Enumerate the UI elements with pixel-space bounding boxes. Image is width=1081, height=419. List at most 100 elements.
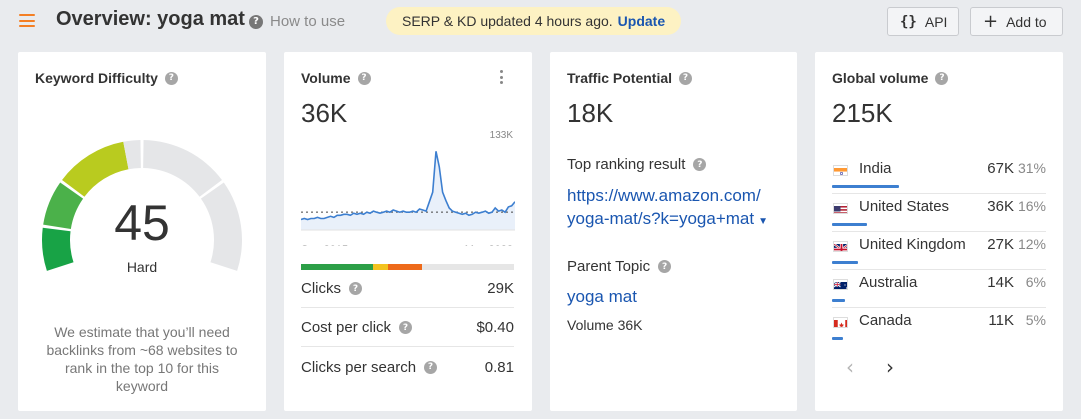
volume-value: 36K <box>301 98 348 128</box>
global-volume-value: 215K <box>832 98 893 128</box>
api-button[interactable]: {} API <box>887 7 959 36</box>
code-braces-icon: {} <box>900 13 917 30</box>
help-icon[interactable]: ? <box>693 158 707 171</box>
clicks-row: Clicks? 29K <box>301 270 514 308</box>
country-name: United Kingdom <box>859 236 966 253</box>
traffic-potential-title: Traffic Potential ? <box>567 70 693 86</box>
gauge-segment-1 <box>42 227 74 271</box>
chevron-right-icon[interactable]: › <box>886 355 894 379</box>
parent-topic-volume: Volume 36K <box>567 317 643 333</box>
clicks-value: 29K <box>487 280 514 297</box>
country-name: Canada <box>859 312 912 329</box>
country-row-united-states[interactable]: United States 36K 16% <box>832 194 1046 232</box>
help-icon[interactable]: ? <box>349 282 362 295</box>
canada-flag-icon <box>833 317 848 328</box>
clicks-per-search-row: Clicks per search? 0.81 <box>301 348 514 386</box>
chart-max-label: 133K <box>490 130 514 141</box>
traffic-potential-value: 18K <box>567 98 614 128</box>
top-ranking-result-link[interactable]: https://www.amazon.com/ yoga-mat/s?k=yog… <box>567 184 792 233</box>
chart-end-label: May 2023 <box>465 244 513 246</box>
country-share-bar <box>832 337 843 340</box>
country-row-australia[interactable]: Australia 14K 6% <box>832 270 1046 308</box>
clicks-per-search-label: Clicks per search <box>301 358 417 376</box>
us-flag-icon <box>833 203 848 214</box>
country-row-united-kingdom[interactable]: United Kingdom 27K 12% <box>832 232 1046 270</box>
parent-topic-link[interactable]: yoga mat <box>567 287 637 306</box>
update-link[interactable]: Update <box>617 13 666 29</box>
country-volume: 11K <box>988 312 1014 329</box>
clicks-distribution-bar <box>301 264 514 270</box>
country-share: 6% <box>1025 274 1046 290</box>
update-notice: SERP & KD updated 4 hours ago. Update <box>386 7 682 35</box>
global-volume-title: Global volume ? <box>832 70 949 86</box>
update-notice-text: SERP & KD updated 4 hours ago. <box>402 13 613 29</box>
country-share: 12% <box>1017 236 1046 252</box>
clicks-label: Clicks <box>301 280 341 297</box>
chevron-left-icon[interactable]: ‹ <box>846 355 854 379</box>
top-ranking-result-text: Top ranking result <box>567 156 686 173</box>
gauge-segment-empty-3 <box>123 140 141 170</box>
clicks-bar-segment-4 <box>422 264 514 270</box>
menu-icon[interactable] <box>19 14 35 27</box>
keyword-difficulty-level: Hard <box>126 259 158 275</box>
volume-area <box>301 151 515 230</box>
country-share-bar <box>832 223 867 226</box>
cost-per-click-value: $0.40 <box>476 319 514 336</box>
plus-icon: + <box>983 11 999 32</box>
country-volume: 67K <box>987 160 1014 177</box>
clicks-per-search-value: 0.81 <box>484 358 514 376</box>
keyword-difficulty-description: We estimate that you’ll need backlinks f… <box>46 324 238 394</box>
country-volume: 27K <box>987 236 1014 253</box>
how-to-use-label: How to use <box>270 13 346 30</box>
australia-flag-icon <box>833 279 848 290</box>
country-name: Australia <box>859 274 918 291</box>
country-share-bar <box>832 261 858 264</box>
url-line-2-text: yoga-mat/s?k=yoga+mat <box>567 209 755 228</box>
parent-topic-label-text: Parent Topic <box>567 258 651 275</box>
help-icon[interactable]: ? <box>935 71 949 85</box>
country-share: 5% <box>1025 312 1046 328</box>
volume-line <box>301 151 515 221</box>
keyword-difficulty-card: Keyword Difficulty ? 45 Hard We estimate… <box>18 52 266 411</box>
add-to-button-label: Add to <box>1006 13 1047 30</box>
clicks-bar-segment-1 <box>301 264 374 270</box>
volume-title-text: Volume <box>301 70 351 86</box>
country-row-canada[interactable]: Canada 11K 5% <box>832 308 1046 346</box>
keyword-difficulty-title-text: Keyword Difficulty <box>35 70 158 86</box>
more-options-icon[interactable] <box>500 70 504 87</box>
how-to-use-link[interactable]: ? How to use <box>249 13 345 30</box>
parent-topic-label: Parent Topic ? <box>567 258 672 275</box>
api-button-label: API <box>924 13 948 30</box>
help-icon[interactable]: ? <box>679 71 693 85</box>
global-volume-title-text: Global volume <box>832 70 929 86</box>
url-line-1: https://www.amazon.com/ <box>567 186 761 205</box>
difficulty-gauge <box>42 140 242 271</box>
top-ranking-result-label: Top ranking result ? <box>567 156 707 173</box>
url-line-2: yoga-mat/s?k=yoga+mat ▼ <box>567 207 792 233</box>
country-share-bar <box>832 299 845 302</box>
help-icon[interactable]: ? <box>164 71 178 85</box>
traffic-potential-card: Traffic Potential ? 18K Top ranking resu… <box>550 52 797 411</box>
keyword-difficulty-title: Keyword Difficulty ? <box>35 70 178 86</box>
country-share: 16% <box>1017 198 1046 214</box>
country-row-india[interactable]: India 67K 31% <box>832 156 1046 194</box>
uk-flag-icon <box>833 241 848 252</box>
volume-card: Volume ? 36K 133K Sep 2015 May 2023 Clic… <box>284 52 532 411</box>
add-to-button[interactable]: + Add to <box>970 7 1063 36</box>
keyword-difficulty-value: 45 <box>114 195 170 251</box>
top-bar: Overview: yoga mat ? How to use SERP & K… <box>0 0 1081 42</box>
gauge-segment-empty-4 <box>143 140 222 197</box>
caret-down-icon[interactable]: ▼ <box>758 216 769 227</box>
page-title: Overview: yoga mat <box>56 8 245 30</box>
country-name: United States <box>859 198 950 215</box>
help-icon[interactable]: ? <box>658 260 672 273</box>
country-name: India <box>859 160 892 177</box>
gauge-segment-2 <box>43 182 84 229</box>
chart-start-label: Sep 2015 <box>301 244 348 246</box>
gauge-segment-empty-5 <box>200 182 242 271</box>
help-icon[interactable]: ? <box>399 321 413 334</box>
help-icon[interactable]: ? <box>357 71 371 85</box>
traffic-potential-title-text: Traffic Potential <box>567 70 673 86</box>
volume-trend-chart[interactable]: 133K Sep 2015 May 2023 <box>301 126 515 246</box>
help-icon[interactable]: ? <box>424 360 438 374</box>
